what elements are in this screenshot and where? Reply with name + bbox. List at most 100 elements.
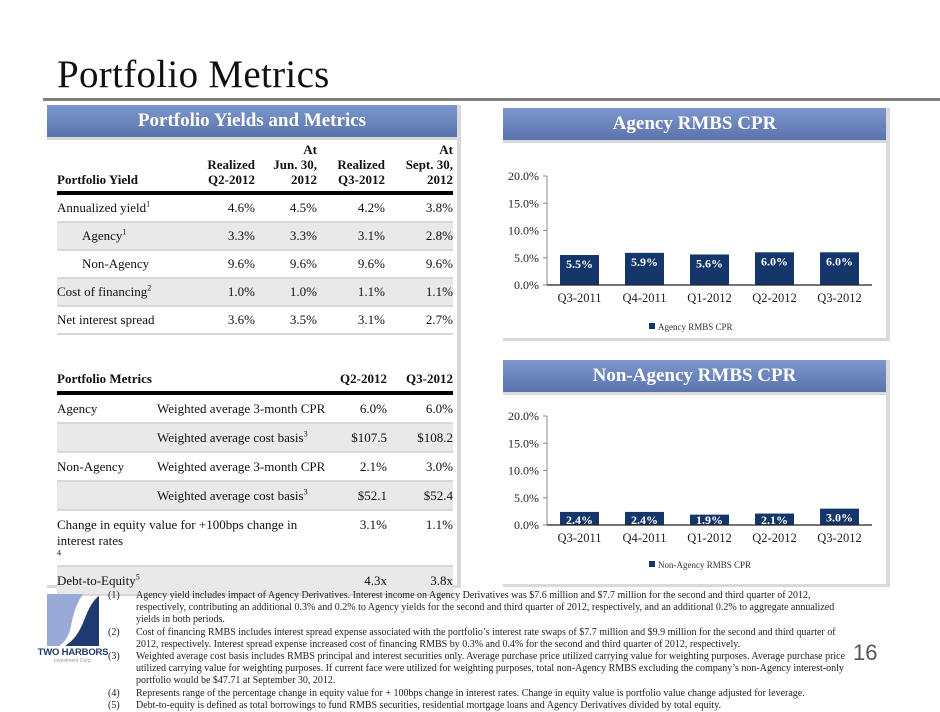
cell-value: 4.5% xyxy=(255,193,317,223)
row-label: Debt-to-Equity5 xyxy=(57,566,327,596)
bar xyxy=(625,252,664,285)
x-tick-label: Q3-2012 xyxy=(817,531,861,545)
cell-value: 2.1% xyxy=(327,452,387,482)
column-header: Portfolio Yield xyxy=(57,172,138,187)
cell-value: 6.0% xyxy=(387,393,453,424)
cell-value: 4.6% xyxy=(187,193,255,223)
cell-value: 9.6% xyxy=(187,250,255,279)
table-row: Change in equity value for +100bps chang… xyxy=(57,510,453,567)
row-label: Annualized yield1 xyxy=(57,193,187,223)
footnote-number: (4) xyxy=(108,687,120,699)
cell-value: 3.0% xyxy=(387,452,453,482)
column-header: At Sept. 30, 2012 xyxy=(405,142,453,187)
y-tick-label: 10.0% xyxy=(508,464,539,478)
portfolio-metrics-table: Portfolio Metrics Q2-2012 Q3-2012 Agency… xyxy=(57,367,453,596)
footnote: (5) Debt-to-equity is defined as total bo… xyxy=(108,700,848,712)
cell-value: 1.1% xyxy=(387,510,453,567)
row-label: Change in equity value for +100bps chang… xyxy=(57,510,327,567)
footnote: (1) Agency yield includes impact of Agenc… xyxy=(108,590,848,627)
table-row: Non-Agency Weighted average 3-month CPR 2.… xyxy=(57,452,453,482)
cell-value: 3.3% xyxy=(187,222,255,251)
footnote: (2) Cost of financing RMBS includes inter… xyxy=(108,627,848,651)
table-row: Non-Agency 9.6% 9.6% 9.6% 9.6% xyxy=(57,250,453,279)
bar xyxy=(560,511,599,525)
row-label: Weighted average cost basis3 xyxy=(157,481,327,511)
x-tick-label: Q3-2011 xyxy=(558,291,602,305)
bar-data-label: 6.0% xyxy=(826,254,853,268)
bar xyxy=(820,508,859,525)
x-tick-label: Q4-2011 xyxy=(623,291,667,305)
y-tick-label: 15.0% xyxy=(508,196,539,210)
cell-value: 4.3x xyxy=(327,566,387,596)
cell-value: 3.8% xyxy=(385,193,453,223)
y-tick-label: 5.0% xyxy=(514,251,539,265)
row-label: Weighted average cost basis3 xyxy=(157,423,327,453)
cell-value: 9.6% xyxy=(385,250,453,279)
y-tick-label: 15.0% xyxy=(508,436,539,450)
bar xyxy=(755,252,794,285)
table-row: Net interest spread 3.6% 3.5% 3.1% 2.7% xyxy=(57,306,453,335)
legend-swatch xyxy=(649,323,655,329)
row-label: Weighted average 3-month CPR xyxy=(157,393,327,424)
portfolio-yields-panel: Portfolio Yields and Metrics Portfolio Y… xyxy=(47,105,461,596)
non-agency-cpr-chart: 0.0% 5.0% 10.0% 15.0% 20.0% 2.4% Q3-2011 2.4% Q4… xyxy=(508,409,872,570)
column-header: Realized Q3-2012 xyxy=(337,157,385,187)
bar-data-label: 6.0% xyxy=(761,254,788,268)
row-group xyxy=(57,481,157,511)
footnote: (3) Weighted average cost basis includes … xyxy=(108,651,848,688)
bar xyxy=(690,514,729,525)
x-tick-label: Q2-2012 xyxy=(752,291,796,305)
panel-header: Agency RMBS CPR xyxy=(503,108,886,143)
column-header: Q2-2012 xyxy=(340,371,387,386)
two-harbors-logo: TWO HARBORS Investment Corp. xyxy=(37,592,109,676)
row-group: Non-Agency xyxy=(57,452,157,482)
legend-swatch xyxy=(649,561,655,567)
cell-value: 3.1% xyxy=(317,222,385,251)
agency-cpr-chart: 0.0% 5.0% 10.0% 15.0% 20.0% 5.5% Q3-2011 5.9% Q4… xyxy=(508,169,872,332)
logo-name: TWO HARBORS xyxy=(37,647,109,658)
row-label: Agency1 xyxy=(57,222,187,251)
table-row: Weighted average cost basis3 $52.1 $52.4 xyxy=(57,481,453,511)
cell-value: 3.5% xyxy=(255,306,317,335)
non-agency-cpr-panel: Non-Agency RMBS CPR 0.0% 5.0% 10.0% 15.0% 20… xyxy=(503,360,890,587)
cell-value: 9.6% xyxy=(255,250,317,279)
footnote-text: Cost of financing RMBS includes interest… xyxy=(136,626,836,650)
logo-subtitle: Investment Corp. xyxy=(53,658,93,664)
x-tick-label: Q2-2012 xyxy=(752,531,796,545)
x-tick-label: Q3-2012 xyxy=(817,291,861,305)
y-tick-label: 20.0% xyxy=(508,169,539,183)
y-tick-label: 10.0% xyxy=(508,224,539,238)
cell-value: 3.8x xyxy=(387,566,453,596)
cell-value: 1.0% xyxy=(255,278,317,307)
y-tick-label: 5.0% xyxy=(514,491,539,505)
column-header: At Jun. 30, 2012 xyxy=(273,142,317,187)
bar-data-label: 5.5% xyxy=(566,257,593,271)
bar xyxy=(690,254,729,285)
title-divider xyxy=(43,98,940,101)
panel-header: Non-Agency RMBS CPR xyxy=(503,360,886,395)
agency-cpr-panel: Agency RMBS CPR 0.0% 5.0% 10.0% 15.0% 20.0% 5… xyxy=(503,108,890,341)
panel-header: Portfolio Yields and Metrics xyxy=(47,105,457,140)
x-tick-label: Q1-2012 xyxy=(687,291,731,305)
page-number: 16 xyxy=(853,640,878,665)
cell-value: 9.6% xyxy=(317,250,385,279)
x-tick-label: Q1-2012 xyxy=(687,531,731,545)
y-tick-label: 20.0% xyxy=(508,409,539,423)
bar xyxy=(755,513,794,525)
footnote-number: (5) xyxy=(108,699,120,711)
footnote-number: (1) xyxy=(108,590,120,601)
page-title: Portfolio Metrics xyxy=(57,53,330,96)
row-label: Non-Agency xyxy=(57,250,187,279)
bar-data-label: 2.4% xyxy=(566,513,593,527)
column-header: Realized Q2-2012 xyxy=(207,157,255,187)
bar xyxy=(625,511,664,525)
legend-label: Agency RMBS CPR xyxy=(658,322,733,332)
table-row: Annualized yield1 4.6% 4.5% 4.2% 3.8% xyxy=(57,193,453,223)
table-row: Agency Weighted average 3-month CPR 6.0% 6.… xyxy=(57,393,453,424)
cell-value: 3.3% xyxy=(255,222,317,251)
row-group xyxy=(57,423,157,453)
bar xyxy=(820,252,859,285)
bar xyxy=(560,255,599,285)
table-header-row: Portfolio Yield Realized Q2-2012 At Jun. 3… xyxy=(57,142,453,193)
cell-value: $52.1 xyxy=(327,481,387,511)
